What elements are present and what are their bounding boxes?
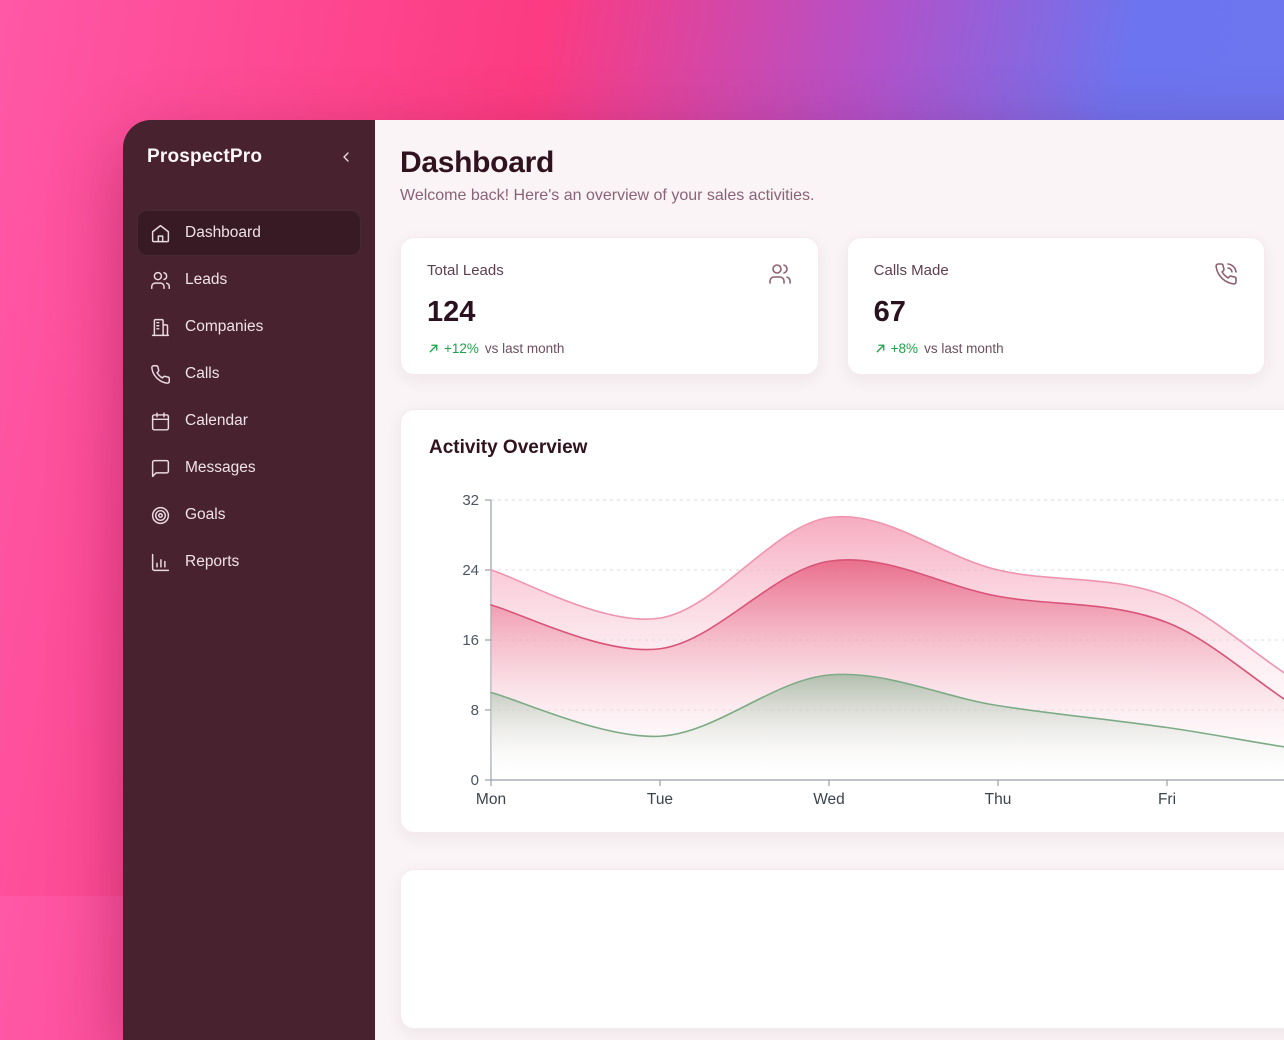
sidebar-nav: Dashboard Leads Companies Calls xyxy=(137,210,361,585)
stats-row: Total Leads 124 +12% vs last month xyxy=(400,237,1284,375)
sidebar-item-goals[interactable]: Goals xyxy=(137,492,361,538)
sidebar-item-label: Calendar xyxy=(185,412,248,429)
trend-caption: vs last month xyxy=(924,341,1004,356)
bar-chart-icon xyxy=(150,552,171,573)
sidebar-item-label: Companies xyxy=(185,318,264,335)
chevron-left-icon xyxy=(338,149,354,165)
stat-label: Calls Made xyxy=(873,262,949,279)
svg-text:0: 0 xyxy=(471,772,479,789)
sidebar-item-label: Reports xyxy=(185,553,240,570)
stat-trend: +8% vs last month xyxy=(874,341,1239,356)
page-title: Dashboard xyxy=(400,146,554,179)
next-section-card-partial xyxy=(400,869,1284,1029)
svg-text:Fri: Fri xyxy=(1158,791,1176,808)
activity-overview-card: Activity Overview 0 8 16 24 32 Mon Tue Wed Thu Fr… xyxy=(400,409,1284,833)
svg-text:24: 24 xyxy=(462,562,479,579)
svg-text:16: 16 xyxy=(462,632,479,649)
phone-call-icon xyxy=(1214,262,1238,286)
stat-value: 124 xyxy=(427,296,476,328)
trend-percent: +12% xyxy=(444,341,479,356)
stat-label: Total Leads xyxy=(427,262,504,279)
users-icon xyxy=(768,262,792,286)
sidebar-item-label: Calls xyxy=(185,365,220,382)
sidebar-header: ProspectPro xyxy=(137,144,361,168)
sidebar-item-calls[interactable]: Calls xyxy=(137,351,361,397)
sidebar-item-label: Dashboard xyxy=(185,224,261,241)
sidebar-item-leads[interactable]: Leads xyxy=(137,257,361,303)
sidebar-item-reports[interactable]: Reports xyxy=(137,539,361,585)
app-window: ProspectPro Dashboard Leads xyxy=(123,120,1284,1040)
target-icon xyxy=(150,505,171,526)
svg-text:32: 32 xyxy=(462,492,479,509)
trend-up-arrow-icon xyxy=(427,342,440,355)
users-icon xyxy=(150,270,171,291)
trend-caption: vs last month xyxy=(484,341,565,356)
building-icon xyxy=(150,317,171,338)
sidebar-item-messages[interactable]: Messages xyxy=(137,445,361,491)
sidebar-item-calendar[interactable]: Calendar xyxy=(137,398,361,444)
main-content: Dashboard Welcome back! Here's an overvi… xyxy=(375,120,1284,1040)
sidebar-item-label: Leads xyxy=(185,271,228,288)
sidebar-item-label: Messages xyxy=(185,459,256,476)
svg-text:Mon: Mon xyxy=(476,791,506,808)
sidebar-item-label: Goals xyxy=(185,506,226,523)
stat-card-total-leads: Total Leads 124 +12% vs last month xyxy=(400,237,819,375)
trend-up-arrow-icon xyxy=(874,342,887,355)
svg-text:Thu: Thu xyxy=(985,791,1012,808)
trend-percent: +8% xyxy=(890,341,919,356)
page-subtitle: Welcome back! Here's an overview of your… xyxy=(400,187,815,204)
svg-text:Wed: Wed xyxy=(813,791,845,808)
stat-trend: +12% vs last month xyxy=(427,341,792,356)
message-square-icon xyxy=(150,458,171,479)
activity-overview-chart: 08162432MonTueWedThuFriSatSun xyxy=(462,492,1284,808)
app-brand: ProspectPro xyxy=(147,146,263,167)
svg-text:Tue: Tue xyxy=(647,791,673,808)
chart-title: Activity Overview xyxy=(429,437,588,458)
sidebar-collapse-button[interactable] xyxy=(335,146,357,168)
phone-icon xyxy=(150,364,171,385)
sidebar-item-dashboard[interactable]: Dashboard xyxy=(137,210,361,256)
sidebar-item-companies[interactable]: Companies xyxy=(137,304,361,350)
sidebar: ProspectPro Dashboard Leads xyxy=(123,120,375,1040)
stat-card-calls-made: Calls Made 67 +8% vs last month xyxy=(846,237,1266,375)
stat-value: 67 xyxy=(873,296,906,328)
svg-text:8: 8 xyxy=(471,702,479,719)
home-icon xyxy=(150,223,171,244)
calendar-icon xyxy=(150,411,171,432)
